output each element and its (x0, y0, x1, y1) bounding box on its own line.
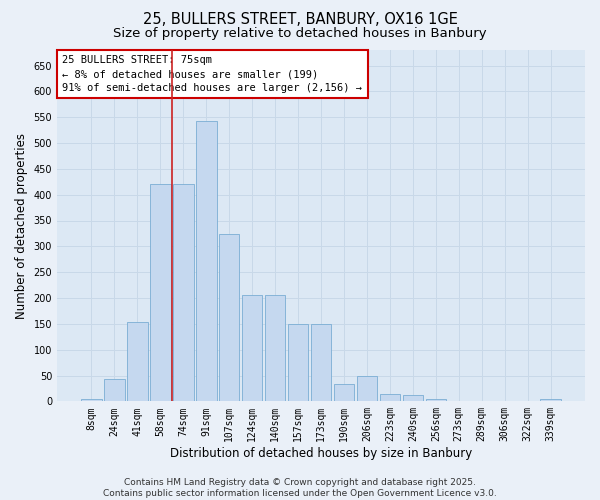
Bar (242, 295, 262, 402)
Bar (81, 399, 102, 402)
Text: Contains HM Land Registry data © Crown copyright and database right 2025.
Contai: Contains HM Land Registry data © Crown c… (103, 478, 497, 498)
Y-axis label: Number of detached properties: Number of detached properties (15, 132, 28, 318)
Bar (127, 322, 148, 402)
Bar (334, 384, 355, 402)
Bar (104, 378, 125, 402)
Bar (173, 184, 194, 402)
Text: 25 BULLERS STREET: 75sqm
← 8% of detached houses are smaller (199)
91% of semi-d: 25 BULLERS STREET: 75sqm ← 8% of detache… (62, 56, 362, 94)
Bar (265, 296, 286, 402)
Bar (219, 234, 239, 402)
Bar (380, 394, 400, 402)
Bar (288, 324, 308, 402)
Bar (196, 121, 217, 402)
Bar (150, 184, 170, 402)
X-axis label: Distribution of detached houses by size in Banbury: Distribution of detached houses by size … (170, 447, 472, 460)
Text: Size of property relative to detached houses in Banbury: Size of property relative to detached ho… (113, 28, 487, 40)
Bar (311, 324, 331, 402)
Bar (356, 376, 377, 402)
Bar (425, 399, 446, 402)
Bar (541, 399, 561, 402)
Bar (403, 394, 423, 402)
Text: 25, BULLERS STREET, BANBURY, OX16 1GE: 25, BULLERS STREET, BANBURY, OX16 1GE (143, 12, 457, 28)
